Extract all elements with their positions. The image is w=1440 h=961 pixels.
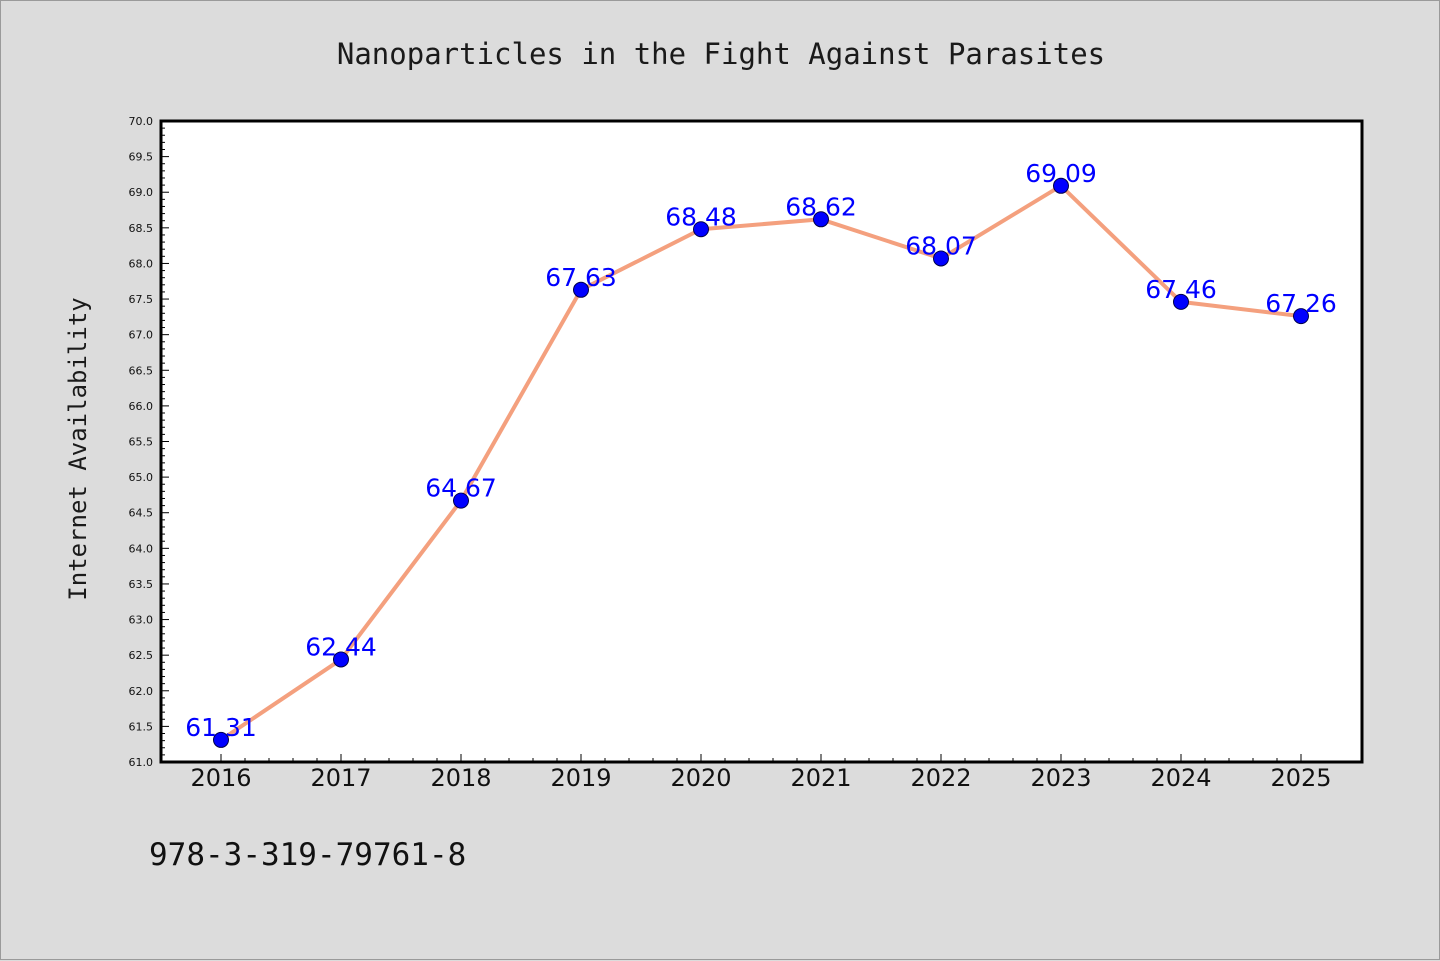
y-axis-ticks: 61.0 61.5 62.0 62.5 63.0 63.5 64.0 64.5 65.0 65.5… xyxy=(129,115,169,769)
series-markers xyxy=(213,177,1309,748)
data-point xyxy=(1053,177,1069,194)
y-tick-label: 64.0 xyxy=(129,542,154,555)
plot-area xyxy=(161,121,1362,762)
data-point xyxy=(1173,293,1189,310)
data-label: 61.31 xyxy=(185,713,257,742)
y-tick-label: 64.5 xyxy=(129,507,154,520)
y-tick-label: 67.0 xyxy=(129,329,154,342)
y-tick-label: 63.5 xyxy=(129,578,154,591)
y-tick-label: 69.0 xyxy=(129,186,154,199)
x-tick-label: 2018 xyxy=(430,764,491,792)
y-tick-label: 63.0 xyxy=(129,614,154,627)
x-tick-label: 2023 xyxy=(1030,764,1091,792)
data-point xyxy=(693,221,709,238)
series-line xyxy=(219,183,1302,742)
data-label: 67.63 xyxy=(545,263,617,292)
x-tick-label: 2021 xyxy=(790,764,851,792)
y-axis-label: Internet Availability xyxy=(64,297,92,600)
data-label: 68.62 xyxy=(785,192,857,221)
data-point xyxy=(573,281,589,298)
x-tick-label: 2017 xyxy=(310,764,371,792)
y-tick-label: 61.5 xyxy=(129,720,154,733)
data-point xyxy=(453,492,469,509)
data-point xyxy=(213,731,229,748)
y-tick-label: 61.0 xyxy=(129,756,154,769)
data-label: 62.44 xyxy=(305,632,377,661)
data-point xyxy=(933,250,949,267)
data-point xyxy=(1293,308,1309,325)
x-tick-label: 2016 xyxy=(190,764,251,792)
data-label: 68.48 xyxy=(665,202,737,231)
data-point xyxy=(333,651,349,668)
data-label: 67.26 xyxy=(1265,289,1337,318)
x-tick-label: 2022 xyxy=(910,764,971,792)
plot-frame xyxy=(159,119,1364,764)
chart-title: Nanoparticles in the Fight Against Paras… xyxy=(337,37,1105,71)
y-tick-label: 66.5 xyxy=(129,364,154,377)
y-tick-label: 67.5 xyxy=(129,293,154,306)
x-tick-label: 2019 xyxy=(550,764,611,792)
y-tick-label: 68.0 xyxy=(129,257,154,270)
y-tick-label: 68.5 xyxy=(129,222,154,235)
data-label: 68.07 xyxy=(905,231,977,260)
data-point xyxy=(813,211,829,228)
x-tick-label: 2020 xyxy=(670,764,731,792)
y-tick-label: 65.0 xyxy=(129,471,154,484)
y-tick-label: 70.0 xyxy=(129,115,154,128)
y-tick-label: 62.0 xyxy=(129,685,154,698)
data-labels: 61.31 62.44 64.67 67.63 68.48 68.62 68.07 69.09… xyxy=(185,159,1337,742)
data-label: 64.67 xyxy=(425,474,497,503)
footer-isbn: 978-3-319-79761-8 xyxy=(149,837,466,873)
y-tick-label: 62.5 xyxy=(129,649,154,662)
y-tick-label: 69.5 xyxy=(129,151,154,164)
data-label: 67.46 xyxy=(1145,275,1217,304)
data-label: 69.09 xyxy=(1025,159,1097,188)
x-tick-label: 2025 xyxy=(1270,764,1331,792)
y-tick-label: 65.5 xyxy=(129,436,154,449)
y-tick-label: 66.0 xyxy=(129,400,154,413)
x-tick-label: 2024 xyxy=(1150,764,1211,792)
